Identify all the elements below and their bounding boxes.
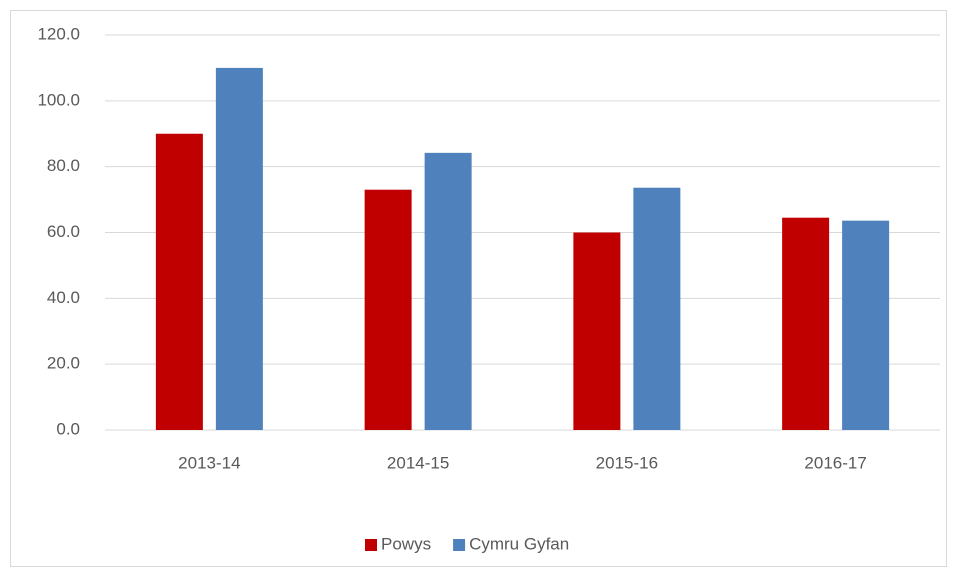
y-tick-label: 40.0 xyxy=(47,288,80,307)
y-tick-label: 60.0 xyxy=(47,222,80,241)
bar xyxy=(573,232,621,430)
bar xyxy=(842,220,890,430)
y-tick-label: 100.0 xyxy=(37,90,80,109)
bar xyxy=(364,189,412,430)
x-tick-label: 2015-16 xyxy=(596,453,658,472)
x-tick-label: 2016-17 xyxy=(804,453,866,472)
bar xyxy=(215,67,263,431)
legend-swatch xyxy=(453,539,466,551)
bar xyxy=(782,217,830,430)
x-tick-label: 2013-14 xyxy=(178,453,240,472)
y-tick-label: 120.0 xyxy=(37,24,80,43)
bar xyxy=(424,152,472,430)
y-tick-label: 20.0 xyxy=(47,354,80,373)
bar xyxy=(633,187,681,430)
legend-label: Cymru Gyfan xyxy=(469,534,569,553)
y-tick-label: 80.0 xyxy=(47,156,80,175)
legend-swatch xyxy=(365,539,377,551)
x-tick-label: 2014-15 xyxy=(387,453,449,472)
legend-label: Powys xyxy=(381,534,431,553)
y-tick-label: 0.0 xyxy=(56,419,80,438)
bar xyxy=(155,133,203,430)
